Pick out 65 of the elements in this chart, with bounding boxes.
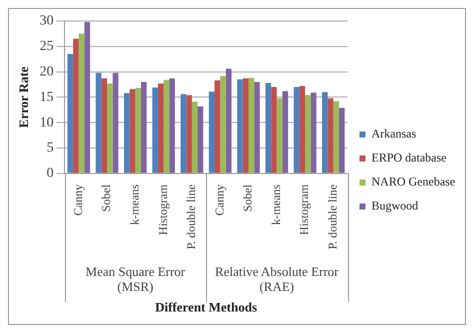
x-tick-label: k-means [268,184,283,226]
bar [130,89,136,173]
bar [67,54,74,173]
bar [333,101,340,173]
bar [237,79,243,173]
bar [276,98,282,173]
text: Relative Absolute Error (RAE) [215,264,340,294]
bar [135,88,141,173]
bar [73,38,79,173]
bar [322,92,328,173]
bar [220,76,226,173]
bar [265,82,272,173]
bar [112,72,118,173]
y-axis-title: Error Rate [16,66,32,128]
bar [180,94,186,173]
bar [140,82,147,173]
bar [214,80,220,173]
y-tick-label: 5 [46,140,54,156]
bar [208,92,215,173]
bar [248,78,254,173]
bar [96,72,102,173]
bar [282,91,288,173]
bar [169,78,175,173]
bar [107,83,113,173]
x-tick-label: Canny [212,184,226,216]
bar [254,82,260,173]
legend-label: NARO Genebase [372,174,456,189]
bar [198,106,204,173]
x-axis-title: Different Methods [155,300,258,315]
bar [299,86,306,173]
bar [164,80,170,173]
y-tick-label: 30 [40,14,54,29]
bar [328,98,334,173]
bar [310,92,316,173]
bar [78,34,84,173]
bar [152,88,158,173]
y-tick-label: 10 [40,115,54,130]
x-tick-label: P. double line [184,184,198,250]
bar [226,68,232,173]
bar [305,95,311,173]
bar [339,108,345,173]
bar [186,95,192,173]
x-tick-label: Sobel [99,184,114,212]
x-tick-label: Histogram [156,184,170,236]
y-tick-label: 0 [46,166,54,182]
bar [124,93,130,173]
bar [294,87,300,173]
x-tick-label: P. double line [326,184,340,250]
y-tick-label: 20 [40,64,54,80]
bar [158,83,164,173]
bar [242,78,248,173]
bar [192,102,198,173]
y-tick-label: 15 [40,90,54,105]
x-tick-label: Histogram [297,184,312,236]
x-tick-label: Canny [70,184,85,216]
x-tick-label: Sobel [240,184,255,212]
legend-label: Arkansas [372,126,416,141]
bar [84,22,90,173]
y-tick-label: 25 [40,39,54,54]
bar [101,78,108,173]
legend-label: ERPO database [372,150,446,165]
x-tick-label: k-means [127,184,142,226]
text: Mean Square Error (MSR) [86,264,186,294]
legend-label: Bugwood [372,198,418,213]
bar [271,87,277,173]
